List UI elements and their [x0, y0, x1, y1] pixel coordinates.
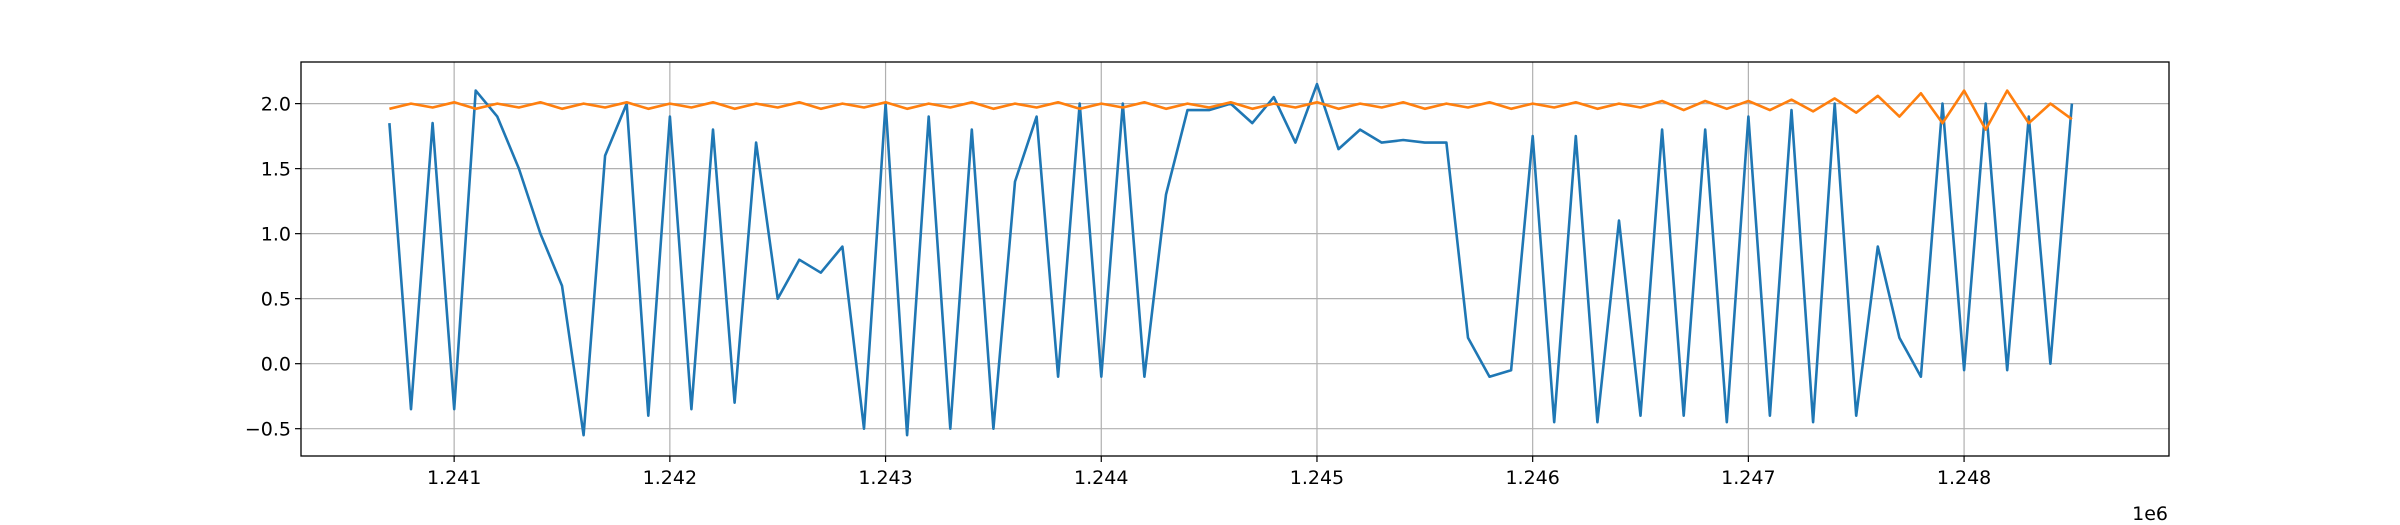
x-tick-label: 1.245	[1290, 467, 1344, 489]
y-tick-label: 1.5	[261, 159, 291, 181]
x-tick-label: 1.246	[1505, 467, 1559, 489]
x-tick-label: 1.243	[858, 467, 912, 489]
x-tick-label: 1.247	[1721, 467, 1775, 489]
y-tick-label: 0.5	[261, 289, 291, 311]
y-tick-label: 0.0	[261, 354, 291, 376]
y-tick-label: 2.0	[261, 94, 291, 116]
y-tick-label: −0.5	[245, 419, 291, 441]
x-tick-label: 1.241	[427, 467, 481, 489]
x-tick-label: 1.248	[1937, 467, 1991, 489]
plot-frame	[300, 61, 2170, 457]
series-line	[388, 82, 2074, 437]
x-tick-label: 1.242	[643, 467, 697, 489]
x-offset-text: 1e6	[2132, 503, 2168, 525]
y-tick-label: 1.0	[261, 224, 291, 246]
series-line	[389, 89, 2073, 131]
x-tick-label: 1.244	[1074, 467, 1128, 489]
